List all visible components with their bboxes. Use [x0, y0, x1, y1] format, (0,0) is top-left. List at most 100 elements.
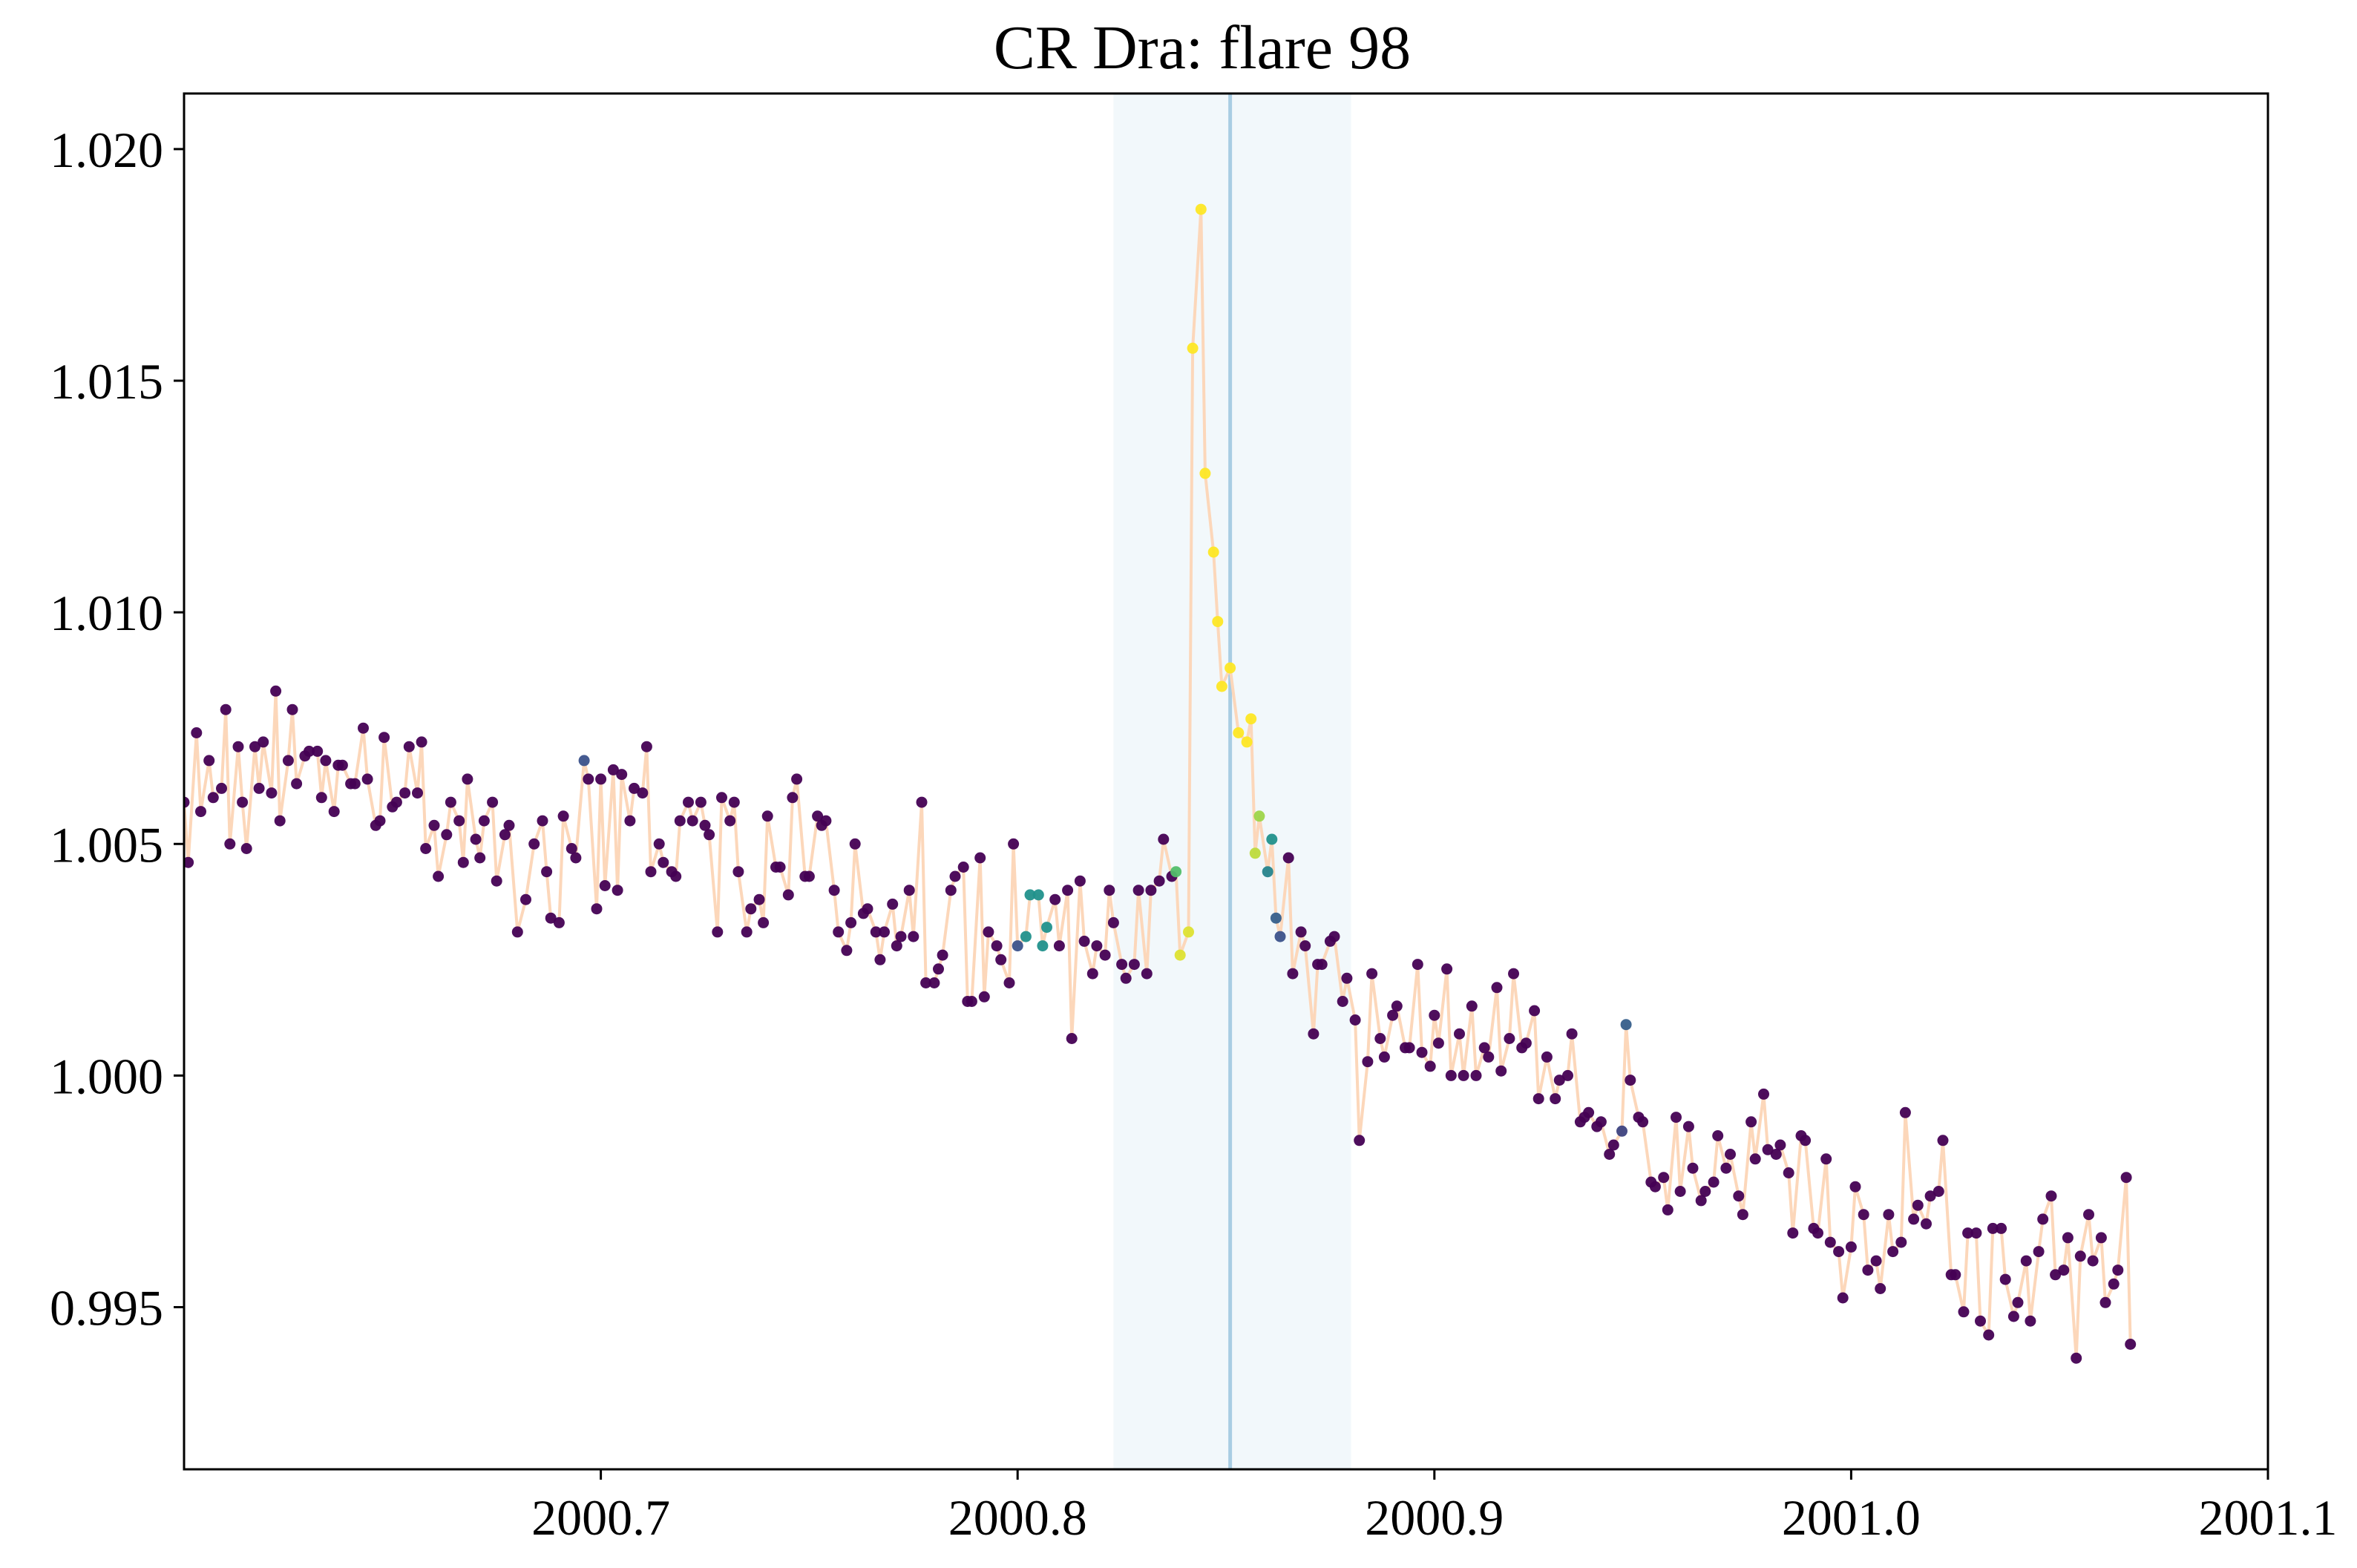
- data-point: [2012, 1296, 2024, 1308]
- flare-highlight-band: [1113, 94, 1351, 1469]
- data-point: [1233, 727, 1245, 738]
- data-point: [1504, 1033, 1515, 1044]
- data-point: [903, 885, 915, 896]
- data-point: [1774, 1139, 1786, 1151]
- data-point: [966, 996, 977, 1007]
- data-point: [995, 954, 1007, 965]
- data-point: [1758, 1088, 1769, 1100]
- data-point: [1037, 940, 1049, 952]
- data-point: [258, 736, 269, 748]
- data-point: [445, 796, 456, 808]
- data-point: [812, 810, 824, 822]
- x-tick-label: 2000.7: [531, 1489, 670, 1546]
- data-point: [803, 870, 815, 882]
- data-point: [1145, 885, 1157, 896]
- data-point: [761, 810, 773, 822]
- data-point: [1875, 1283, 1886, 1294]
- data-point: [1483, 1051, 1495, 1063]
- data-point: [1183, 926, 1194, 938]
- data-point: [1899, 1106, 1911, 1118]
- data-point: [1041, 922, 1052, 934]
- data-point: [716, 792, 727, 804]
- data-point: [1687, 1162, 1699, 1174]
- data-point: [1845, 1241, 1857, 1253]
- data-point: [974, 852, 986, 864]
- data-point: [1495, 1065, 1507, 1077]
- data-point: [1270, 912, 1282, 924]
- data-point: [412, 787, 423, 799]
- data-point: [862, 903, 873, 915]
- data-point: [595, 773, 607, 785]
- data-point: [453, 815, 465, 827]
- flux-line: [184, 208, 2132, 1360]
- data-point: [184, 796, 190, 808]
- data-point: [1429, 1009, 1440, 1021]
- data-point: [2020, 1255, 2032, 1267]
- data-point: [557, 810, 569, 822]
- data-point: [1607, 1139, 1619, 1151]
- data-point: [545, 912, 557, 924]
- data-point: [704, 829, 715, 841]
- data-point: [1374, 1033, 1386, 1044]
- data-point: [336, 759, 348, 771]
- data-point: [1316, 959, 1328, 971]
- data-point: [537, 815, 548, 827]
- data-point: [1341, 972, 1353, 984]
- data-point: [1141, 968, 1153, 980]
- data-point: [1908, 1213, 1920, 1225]
- data-point: [1637, 1116, 1649, 1128]
- data-point: [291, 778, 303, 790]
- data-point: [1870, 1255, 1882, 1267]
- data-point: [1924, 1190, 1936, 1202]
- data-point: [591, 903, 603, 915]
- data-point: [1662, 1204, 1673, 1216]
- data-point: [2045, 1190, 2057, 1202]
- data-point: [553, 916, 565, 928]
- data-point: [895, 931, 907, 942]
- data-point: [1099, 949, 1111, 961]
- data-point: [833, 926, 845, 938]
- data-point: [1024, 889, 1036, 901]
- data-point: [640, 741, 652, 752]
- axes-frame: [183, 92, 2269, 1471]
- data-point: [1416, 1046, 1428, 1058]
- data-point: [240, 843, 252, 854]
- data-point: [637, 787, 649, 799]
- data-point: [1195, 203, 1207, 215]
- data-point: [1253, 810, 1265, 822]
- data-point: [358, 722, 369, 734]
- data-point: [1699, 1186, 1711, 1197]
- data-point: [2083, 1209, 2094, 1221]
- data-point: [1020, 931, 1032, 942]
- data-point: [1295, 926, 1307, 938]
- data-point: [499, 829, 511, 841]
- data-point: [2108, 1278, 2120, 1290]
- data-point: [879, 926, 890, 938]
- plot-area: [184, 94, 2137, 1469]
- data-point: [1749, 1153, 1761, 1165]
- y-tick-label: 1.000: [50, 1048, 163, 1104]
- data-point: [1249, 847, 1261, 859]
- chart-title: CR Dra: flare 98: [994, 13, 1411, 82]
- data-point: [849, 838, 861, 850]
- data-point: [1987, 1222, 1999, 1234]
- data-point: [232, 741, 244, 752]
- data-point: [1674, 1186, 1686, 1197]
- data-point: [441, 829, 453, 841]
- data-point: [1770, 1149, 1782, 1160]
- data-point: [487, 796, 499, 808]
- data-point: [1962, 1227, 1974, 1239]
- data-point: [1153, 875, 1165, 887]
- data-point: [1820, 1153, 1832, 1165]
- data-point: [578, 755, 590, 767]
- data-point: [1245, 713, 1257, 725]
- data-point: [566, 843, 577, 854]
- data-point: [599, 880, 611, 891]
- data-point: [1708, 1176, 1720, 1188]
- data-point: [2087, 1255, 2099, 1267]
- data-point: [1116, 959, 1128, 971]
- data-point: [462, 773, 473, 785]
- data-point: [949, 870, 961, 882]
